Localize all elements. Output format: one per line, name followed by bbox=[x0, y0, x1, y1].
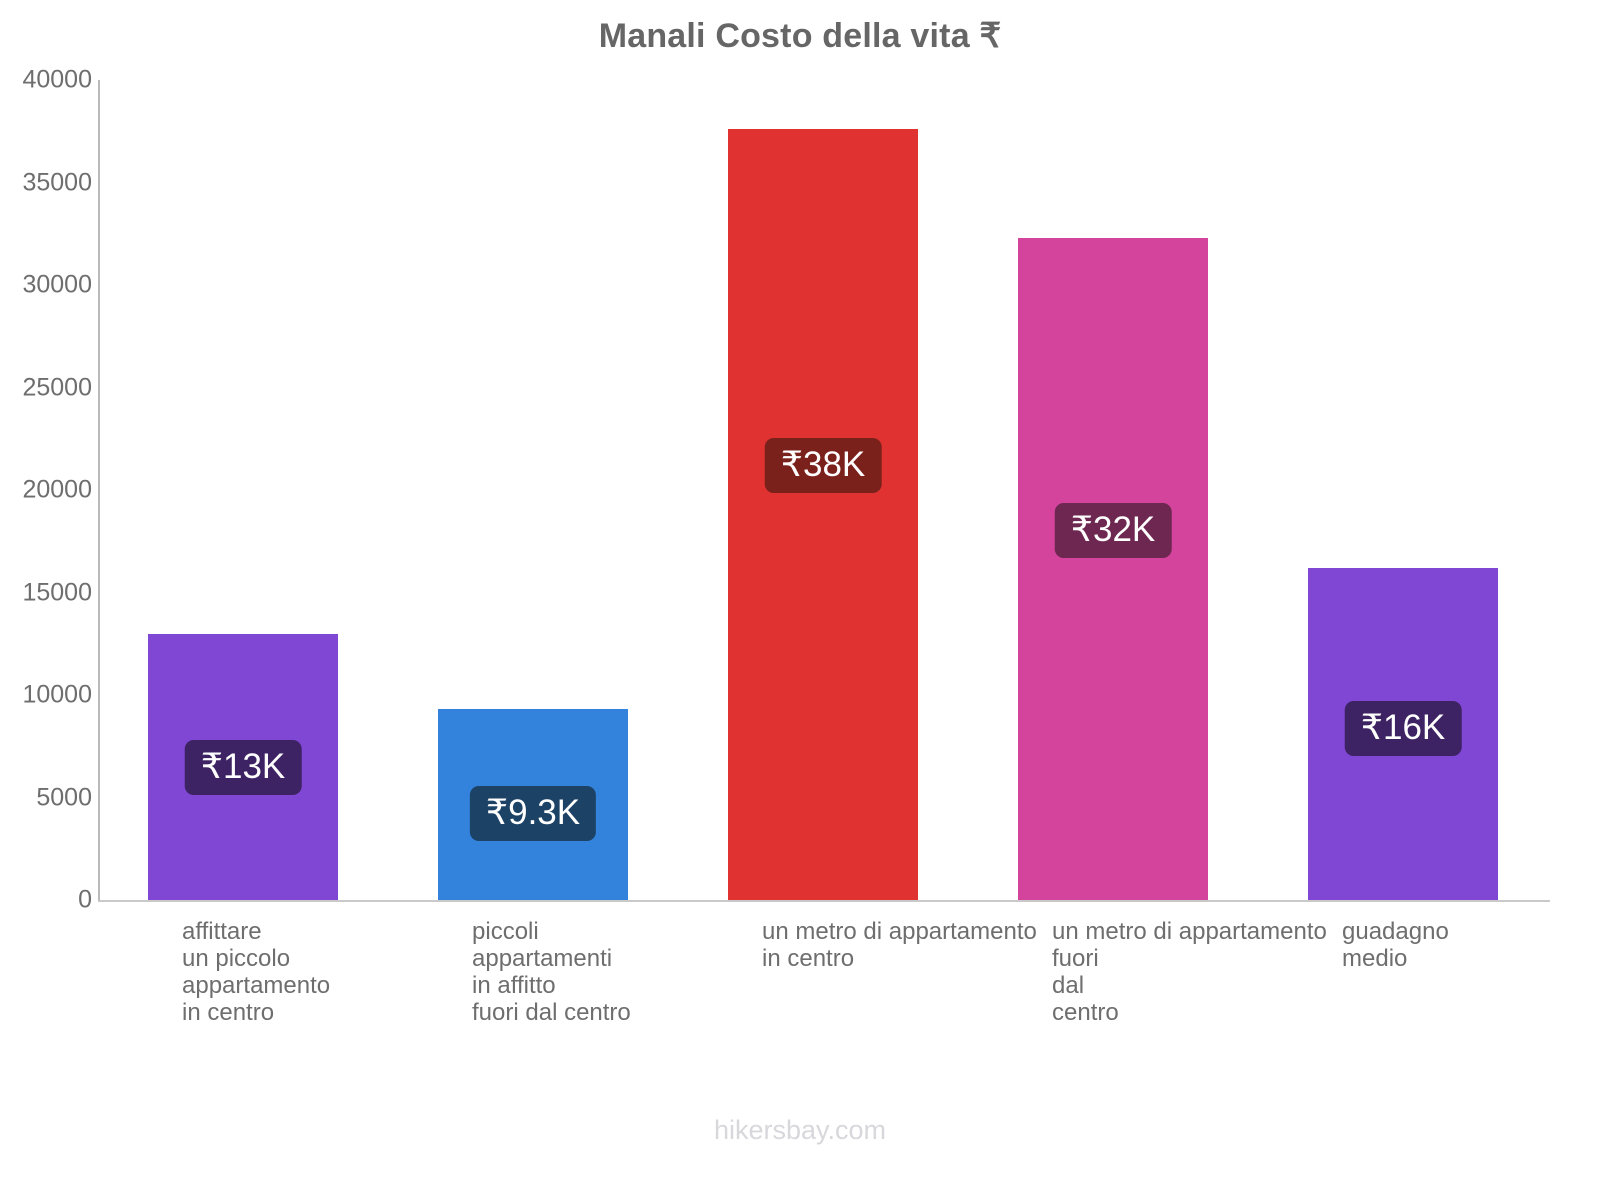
y-axis-tick-15000: 15000 bbox=[22, 578, 92, 606]
watermark-label: hikersbay.com bbox=[713, 1115, 887, 1145]
category-label-5: guadagno medio bbox=[1342, 918, 1449, 972]
bar-value-badge-2: ₹9.3K bbox=[469, 785, 597, 841]
bar-1[interactable]: ₹13K bbox=[148, 633, 338, 900]
bar-value-badge-1: ₹13K bbox=[184, 740, 302, 796]
category-label-3: un metro di appartamento in centro bbox=[762, 918, 1037, 972]
category-label-1: affittare un piccolo appartamento in cen… bbox=[182, 918, 331, 1026]
y-axis-tick-35000: 35000 bbox=[22, 168, 92, 196]
y-axis-tick-10000: 10000 bbox=[22, 680, 92, 709]
y-axis-tick-5000: 5000 bbox=[36, 783, 92, 811]
y-axis-tick-0: 0 bbox=[78, 885, 92, 914]
x-axis-line bbox=[98, 900, 1550, 902]
y-axis-line bbox=[98, 80, 100, 901]
y-axis-tick-20000: 20000 bbox=[22, 475, 92, 504]
y-axis-tick-25000: 25000 bbox=[22, 373, 92, 401]
category-label-4: un metro di appartamento fuori dal centr… bbox=[1052, 918, 1327, 1026]
bar-4[interactable]: ₹32K bbox=[1018, 237, 1208, 900]
bar-2[interactable]: ₹9.3K bbox=[438, 709, 628, 900]
bar-value-badge-3: ₹38K bbox=[764, 437, 882, 493]
category-label-2: piccoli appartamenti in affitto fuori da… bbox=[472, 918, 631, 1026]
bar-value-badge-4: ₹32K bbox=[1054, 502, 1172, 558]
bar-value-badge-5: ₹16K bbox=[1344, 700, 1462, 756]
bar-5[interactable]: ₹16K bbox=[1308, 567, 1498, 900]
y-axis-tick-30000: 30000 bbox=[22, 270, 92, 299]
y-axis-tick-labels: 0 5000 10000 15000 20000 25000 30000 35000 40000 bbox=[0, 0, 92, 1200]
y-axis-tick-40000: 40000 bbox=[22, 65, 92, 94]
plot-area: ₹13K ₹9.3K ₹38K ₹32K ₹16K bbox=[98, 80, 1548, 900]
bar-3[interactable]: ₹38K bbox=[728, 129, 918, 900]
chart-title: Manali Costo della vita ₹ bbox=[598, 17, 1002, 55]
